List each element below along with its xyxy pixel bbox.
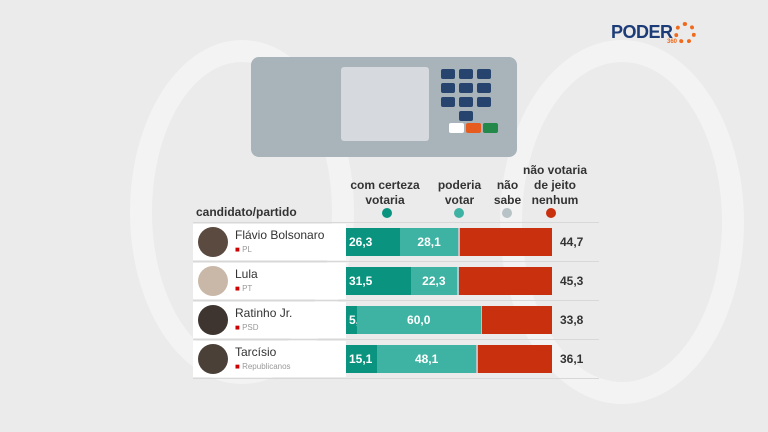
party-logo-icon: ■ — [235, 362, 240, 371]
legend-dot-nao-votaria — [546, 208, 556, 218]
bar-segment-com-certeza: 31,5 — [346, 267, 411, 295]
bar-segment-nao-votaria — [477, 345, 552, 373]
voting-machine-illustration — [251, 57, 517, 157]
row-divider — [193, 339, 599, 340]
party-name: Republicanos — [242, 362, 291, 371]
candidate-photo — [198, 305, 228, 335]
data-label-nao-votaria: 44,7 — [560, 235, 584, 249]
candidate-card: Lula ■ PT — [193, 263, 346, 299]
bar-segment-nao-votaria — [458, 267, 552, 295]
data-label: 15,1 — [349, 352, 373, 366]
bar-segment-com-certeza: 15,1 — [346, 345, 378, 373]
row-divider — [193, 222, 599, 223]
logo-sub: 360 — [667, 39, 678, 45]
candidate-name: Lula — [235, 267, 258, 281]
bar-segment-nao-sabe — [456, 267, 459, 295]
bar-segment-nao-votaria — [482, 306, 552, 334]
legend-nao-sabe: não sabe — [493, 178, 522, 207]
bar-segment-nao-sabe — [480, 306, 483, 334]
poder360-logo: PODER 360 — [611, 22, 696, 45]
party-label: ■ Republicanos — [235, 362, 291, 371]
data-label-nao-votaria: 36,1 — [560, 352, 584, 366]
legend-nao-votaria: não votaria de jeito nenhum — [522, 163, 588, 207]
machine-screen — [341, 67, 429, 141]
row-divider — [193, 300, 599, 301]
data-label-nao-votaria: 45,3 — [560, 274, 584, 288]
party-label: ■ PL — [235, 245, 252, 254]
data-label: 22,3 — [422, 274, 446, 288]
candidate-card: Flávio Bolsonaro ■ PL — [193, 224, 346, 260]
bar-segment-poderia: 48,1 — [377, 345, 477, 373]
bar-segment-com-certeza: 5,3 — [346, 306, 366, 334]
legend-dot-nao-sabe — [502, 208, 512, 218]
candidate-photo — [198, 344, 228, 374]
candidate-card: Ratinho Jr. ■ PSD — [193, 302, 346, 338]
candidate-name: Ratinho Jr. — [235, 306, 293, 320]
candidate-photo — [198, 266, 228, 296]
party-name: PSD — [242, 323, 259, 332]
bar-segment-nao-sabe — [458, 228, 460, 256]
data-label: 28,1 — [417, 235, 441, 249]
candidate-photo — [198, 227, 228, 257]
bar-segment-poderia: 60,0 — [356, 306, 481, 334]
legend-dot-poderia — [454, 208, 464, 218]
party-label: ■ PT — [235, 284, 252, 293]
legend-poderia: poderia votar — [437, 178, 482, 207]
bar-segment-com-certeza: 26,3 — [346, 228, 401, 256]
data-label: 26,3 — [349, 235, 373, 249]
bar-segment-nao-sabe — [476, 345, 478, 373]
legend-dot-com-certeza — [382, 208, 392, 218]
data-label-nao-votaria: 33,8 — [560, 313, 584, 327]
candidate-card: Tarcísio ■ Republicanos — [193, 341, 346, 377]
party-name: PT — [242, 284, 253, 293]
row-header: candidato/partido — [196, 205, 297, 219]
row-divider — [193, 261, 599, 262]
bar-segment-poderia: 22,3 — [410, 267, 457, 295]
bar-segment-nao-votaria — [459, 228, 552, 256]
party-logo-icon: ■ — [235, 245, 240, 254]
data-label: 60,0 — [407, 313, 431, 327]
legend-com-certeza: com certeza votaria — [350, 178, 420, 207]
data-label: 31,5 — [349, 274, 373, 288]
bar-segment-poderia: 28,1 — [400, 228, 459, 256]
party-logo-icon: ■ — [235, 284, 240, 293]
data-label: 48,1 — [414, 352, 439, 366]
candidate-name: Tarcísio — [235, 345, 277, 359]
party-name: PL — [242, 245, 252, 254]
party-label: ■ PSD — [235, 323, 259, 332]
machine-keypad — [441, 69, 491, 121]
party-logo-icon: ■ — [235, 323, 240, 332]
logo-text: PODER — [611, 22, 673, 42]
candidate-name: Flávio Bolsonaro — [235, 228, 325, 242]
sun-icon — [673, 22, 696, 44]
